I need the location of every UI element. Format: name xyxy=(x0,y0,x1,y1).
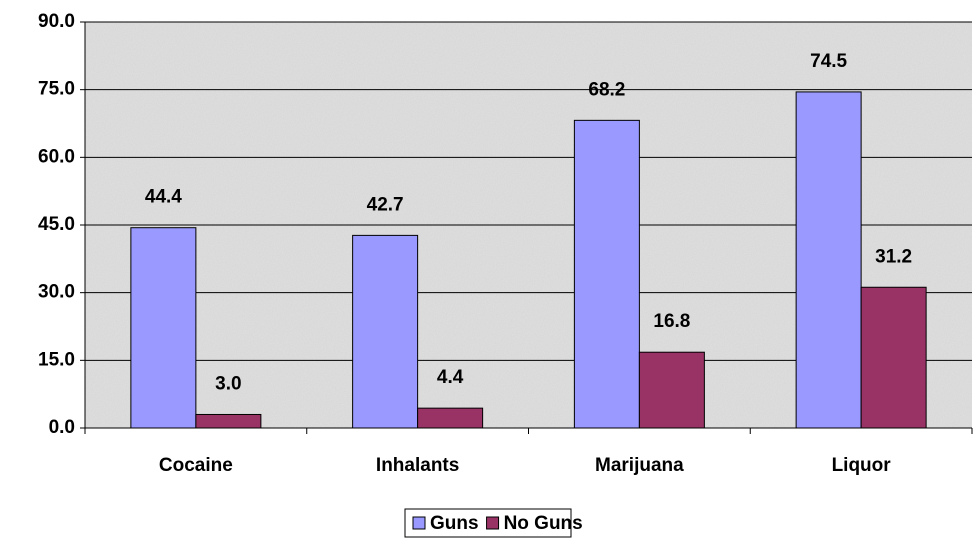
value-label: 31.2 xyxy=(875,246,912,267)
bar xyxy=(860,286,927,429)
legend-label: No Guns xyxy=(504,513,583,534)
legend-swatch xyxy=(486,516,500,530)
y-tick-label: 90.0 xyxy=(38,11,75,32)
value-label: 4.4 xyxy=(437,367,464,388)
bar xyxy=(795,91,862,429)
y-tick-label: 60.0 xyxy=(38,146,75,167)
bar xyxy=(352,234,419,429)
x-tick-label: Cocaine xyxy=(159,455,233,476)
bar xyxy=(195,413,262,429)
bar xyxy=(573,119,640,429)
legend-label: Guns xyxy=(430,513,479,534)
y-tick-label: 15.0 xyxy=(38,349,75,370)
x-tick-label: Liquor xyxy=(832,455,892,476)
bar xyxy=(130,227,197,429)
y-tick-label: 45.0 xyxy=(38,214,75,235)
y-tick-label: 75.0 xyxy=(38,79,75,100)
bar xyxy=(417,407,484,429)
y-tick-label: 0.0 xyxy=(49,417,75,438)
x-tick-label: Marijuana xyxy=(595,455,684,476)
value-label: 68.2 xyxy=(588,79,625,100)
value-label: 74.5 xyxy=(810,51,847,72)
value-label: 42.7 xyxy=(367,194,404,215)
value-label: 16.8 xyxy=(653,311,690,332)
value-label: 3.0 xyxy=(215,373,241,394)
y-tick-label: 30.0 xyxy=(38,282,75,303)
bar xyxy=(638,351,705,429)
value-label: 44.4 xyxy=(145,187,182,208)
x-tick-label: Inhalants xyxy=(376,455,459,476)
legend-swatch xyxy=(412,516,426,530)
